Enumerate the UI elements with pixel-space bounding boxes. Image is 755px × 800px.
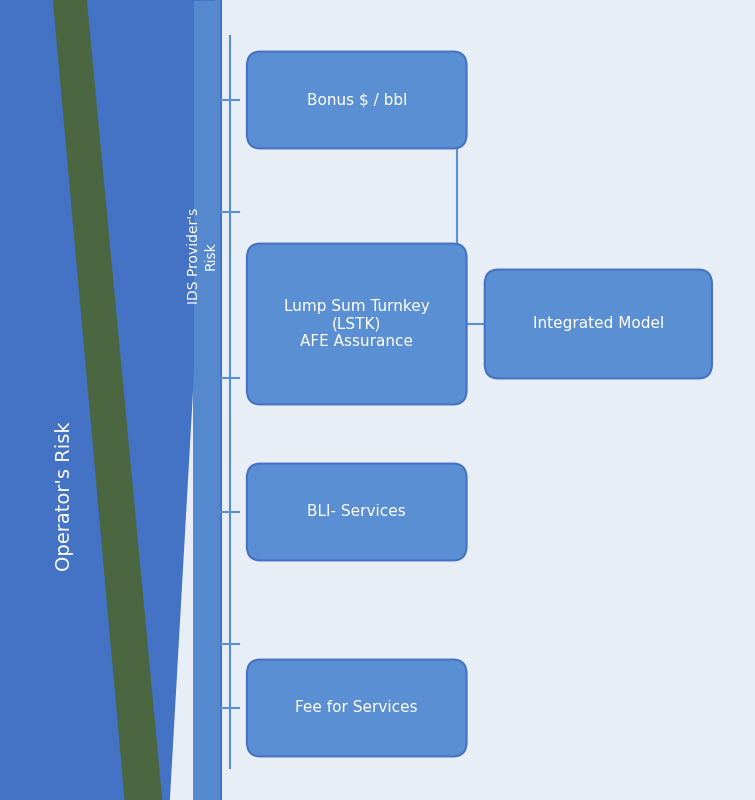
FancyBboxPatch shape bbox=[485, 270, 712, 378]
FancyBboxPatch shape bbox=[247, 659, 467, 757]
Text: Fee for Services: Fee for Services bbox=[295, 701, 418, 715]
Text: Integrated Model: Integrated Model bbox=[533, 317, 664, 331]
Text: BLI- Services: BLI- Services bbox=[307, 505, 406, 519]
Text: IDS Provider's
Risk: IDS Provider's Risk bbox=[187, 208, 217, 304]
FancyBboxPatch shape bbox=[247, 51, 467, 149]
Text: Bonus $ / bbl: Bonus $ / bbl bbox=[307, 93, 407, 107]
Text: Operator's Risk: Operator's Risk bbox=[54, 421, 74, 571]
Text: Lump Sum Turnkey
(LSTK)
AFE Assurance: Lump Sum Turnkey (LSTK) AFE Assurance bbox=[284, 299, 430, 349]
FancyBboxPatch shape bbox=[247, 464, 467, 560]
Polygon shape bbox=[53, 0, 162, 800]
FancyBboxPatch shape bbox=[247, 243, 467, 405]
Polygon shape bbox=[0, 0, 215, 800]
Polygon shape bbox=[193, 0, 221, 800]
